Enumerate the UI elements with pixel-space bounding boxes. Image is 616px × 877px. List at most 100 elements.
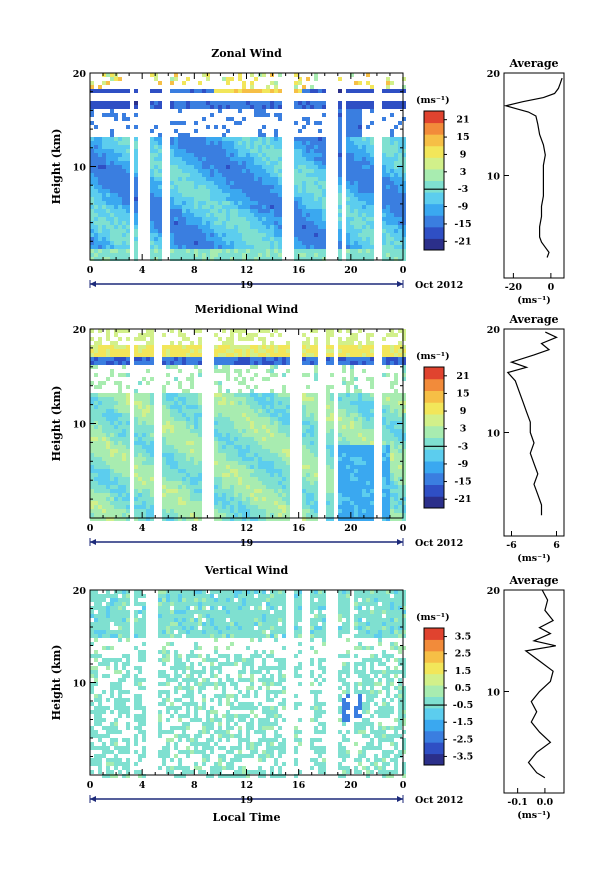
y-axis-label: Height (km): [50, 129, 63, 205]
y-axis-label: Height (km): [50, 386, 63, 462]
colorbar-tick-label: -15: [454, 219, 471, 230]
colorbar-swatch: [424, 123, 444, 135]
colorbar-tick-label: -3: [458, 184, 469, 195]
profile-x-tick-label: 0.0: [537, 797, 554, 808]
x-tick-label: 0: [87, 780, 94, 791]
arrow-head-right: [397, 796, 403, 802]
y-tick-label: 20: [73, 69, 87, 80]
colorbar: 3.52.51.50.5-0.5-1.5-2.5-3.5: [424, 628, 473, 766]
colorbar-swatch: [424, 238, 444, 250]
colorbar-swatch: [424, 414, 444, 426]
colorbar-tick-label: 21: [456, 115, 469, 126]
x-tick-label: 0: [87, 265, 94, 276]
heatmap: [90, 329, 406, 521]
colorbar-tick-label: 21: [456, 371, 469, 382]
panel-title: Vertical Wind: [204, 564, 289, 577]
colorbar-tick-label: -21: [454, 236, 471, 247]
arrow-head-left: [90, 796, 96, 802]
colorbar-swatch: [424, 192, 444, 204]
colorbar-swatch: [424, 674, 444, 686]
colorbar-tick-label: 2.5: [455, 649, 472, 660]
arrow-head-left: [90, 281, 96, 287]
colorbar-swatch: [424, 146, 444, 158]
colorbar-swatch: [424, 215, 444, 227]
day-label: 19: [240, 795, 254, 806]
x-tick-label: 4: [139, 780, 146, 791]
x-tick-label: 12: [240, 265, 253, 276]
colorbar-tick-label: 0.5: [455, 683, 472, 694]
profile-unit: (ms⁻¹): [517, 295, 551, 306]
colorbar-swatch: [424, 754, 444, 766]
colorbar-swatch: [424, 651, 444, 663]
colorbar-swatch: [424, 169, 444, 181]
x-tick-label: 0: [400, 780, 407, 791]
colorbar-tick-label: 3: [460, 424, 467, 435]
arrow-head-right: [397, 539, 403, 545]
colorbar-swatch: [424, 662, 444, 674]
day-label: 19: [240, 280, 254, 291]
colorbar-tick-label: 15: [456, 132, 469, 143]
profile-line: [506, 78, 562, 257]
colorbar-swatch: [424, 204, 444, 216]
y-tick-label: 10: [73, 163, 87, 174]
colorbar-tick-label: -15: [454, 477, 471, 488]
x-tick-label: 20: [344, 265, 358, 276]
y-tick-label: 10: [73, 420, 87, 431]
profile-y-tick-label: 10: [487, 429, 501, 440]
x-tick-label: 12: [240, 523, 253, 534]
profile-y-tick-label: 20: [487, 586, 501, 597]
colorbar-swatch: [424, 181, 444, 193]
colorbar-tick-label: -0.5: [453, 700, 473, 711]
colorbar-swatch: [424, 449, 444, 461]
month-label: Oct 2012: [415, 795, 463, 806]
month-label: Oct 2012: [415, 538, 463, 549]
colorbar-tick-label: 15: [456, 388, 469, 399]
colorbar-tick-label: -3: [458, 441, 469, 452]
colorbar-swatch: [424, 719, 444, 731]
colorbar-swatch: [424, 157, 444, 169]
colorbar-swatch: [424, 628, 444, 640]
colorbar-swatch: [424, 496, 444, 508]
colorbar-swatch: [424, 685, 444, 697]
profile-x-tick-label: -20: [505, 282, 523, 293]
profile-frame: [504, 590, 564, 793]
colorbar-swatch: [424, 731, 444, 743]
colorbar-tick-label: -3.5: [453, 751, 473, 762]
profile-frame: [504, 329, 564, 536]
profile-title: Average: [508, 574, 558, 587]
profile-line: [526, 590, 556, 778]
panel-title: Zonal Wind: [211, 47, 282, 60]
colorbar-swatch: [424, 402, 444, 414]
x-tick-label: 20: [344, 523, 358, 534]
colorbar-swatch: [424, 391, 444, 403]
colorbar-swatch: [424, 461, 444, 473]
month-label: Oct 2012: [415, 280, 463, 291]
colorbar-tick-label: -21: [454, 494, 471, 505]
colorbar-unit: (ms⁻¹): [416, 95, 450, 106]
heatmap: [90, 590, 406, 778]
colorbar-swatch: [424, 708, 444, 720]
colorbar-swatch: [424, 227, 444, 239]
colorbar-swatch: [424, 426, 444, 438]
profile-line: [508, 332, 557, 515]
profile-y-tick-label: 10: [487, 172, 501, 183]
profile-unit: (ms⁻¹): [517, 810, 551, 821]
panel-title: Meridional Wind: [195, 303, 299, 316]
profile-x-tick-label: -6: [506, 540, 517, 551]
colorbar-swatch: [424, 111, 444, 123]
profile-title: Average: [508, 313, 558, 326]
colorbar-swatch: [424, 485, 444, 497]
x-tick-label: 20: [344, 780, 358, 791]
x-tick-label: 16: [292, 780, 306, 791]
colorbar-unit: (ms⁻¹): [416, 351, 450, 362]
colorbar-swatch: [424, 134, 444, 146]
colorbar-tick-label: -2.5: [453, 734, 473, 745]
arrow-head-left: [90, 539, 96, 545]
colorbar-unit: (ms⁻¹): [416, 612, 450, 623]
profile-x-tick-label: 0: [548, 282, 555, 293]
